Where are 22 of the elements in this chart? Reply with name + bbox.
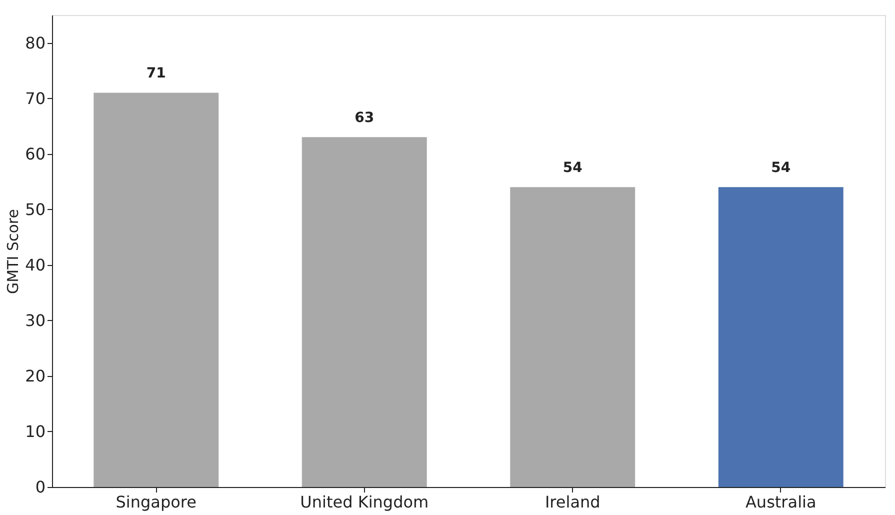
x-tick-label: Ireland — [544, 492, 600, 512]
y-tick-label: 0 — [35, 478, 46, 496]
y-tick-label: 10 — [25, 422, 46, 441]
bar — [94, 92, 219, 487]
y-tick-label: 80 — [25, 33, 46, 52]
y-tick-label: 40 — [25, 255, 46, 274]
data-label: 63 — [354, 110, 374, 126]
y-tick-label: 20 — [25, 366, 46, 386]
x-tick-label: United Kingdom — [300, 492, 429, 512]
data-label: 54 — [771, 160, 791, 176]
y-axis-title: GMTI Score — [4, 209, 22, 294]
y-tick-label: 50 — [25, 200, 46, 219]
data-label: 54 — [562, 160, 583, 176]
y-tick-label: 70 — [25, 88, 46, 108]
bar — [718, 187, 844, 487]
y-tick-label: 60 — [25, 144, 46, 164]
x-tick-label: Singapore — [116, 492, 196, 512]
x-tick-label: Australia — [745, 492, 816, 512]
bar — [302, 137, 427, 487]
y-tick-label: 30 — [25, 310, 46, 330]
data-label: 71 — [146, 66, 166, 82]
bar — [510, 187, 636, 487]
